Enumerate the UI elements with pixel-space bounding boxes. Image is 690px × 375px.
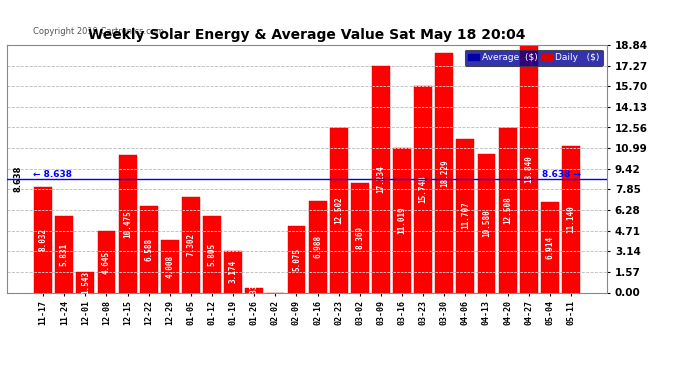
Text: 18.840: 18.840 bbox=[524, 155, 533, 183]
Text: 8.638 →: 8.638 → bbox=[542, 170, 582, 179]
Bar bbox=[520, 45, 538, 292]
Bar bbox=[414, 86, 432, 292]
Title: Weekly Solar Energy & Average Value Sat May 18 20:04: Weekly Solar Energy & Average Value Sat … bbox=[88, 28, 526, 42]
Bar bbox=[161, 240, 179, 292]
Text: 5.075: 5.075 bbox=[292, 248, 301, 271]
Text: 12.508: 12.508 bbox=[503, 196, 512, 224]
Bar bbox=[140, 206, 158, 292]
Text: 6.988: 6.988 bbox=[313, 235, 322, 258]
Text: 4.008: 4.008 bbox=[166, 255, 175, 278]
Bar bbox=[330, 128, 348, 292]
Bar bbox=[351, 183, 368, 292]
Bar bbox=[203, 216, 221, 292]
Text: 8.638: 8.638 bbox=[13, 166, 22, 192]
Text: 15.748: 15.748 bbox=[419, 175, 428, 203]
Text: 8.369: 8.369 bbox=[355, 226, 364, 249]
Bar bbox=[34, 187, 52, 292]
Text: 6.914: 6.914 bbox=[545, 236, 554, 259]
Text: 3.174: 3.174 bbox=[228, 260, 237, 283]
Text: 1.543: 1.543 bbox=[81, 271, 90, 294]
Text: 17.234: 17.234 bbox=[377, 165, 386, 193]
Text: 11.707: 11.707 bbox=[461, 202, 470, 229]
Text: 10.475: 10.475 bbox=[123, 210, 132, 238]
Text: 10.580: 10.580 bbox=[482, 209, 491, 237]
Bar bbox=[435, 53, 453, 292]
Bar bbox=[372, 66, 390, 292]
Bar bbox=[224, 251, 242, 292]
Bar bbox=[119, 155, 137, 292]
Bar bbox=[456, 139, 474, 292]
Bar bbox=[288, 226, 306, 292]
Bar bbox=[477, 153, 495, 292]
Text: 7.302: 7.302 bbox=[186, 233, 195, 256]
Text: Copyright 2019 Cartronics.com: Copyright 2019 Cartronics.com bbox=[32, 27, 164, 36]
Text: 12.502: 12.502 bbox=[334, 196, 343, 224]
Bar bbox=[246, 288, 264, 292]
Bar bbox=[499, 128, 517, 292]
Text: 11.019: 11.019 bbox=[397, 206, 406, 234]
Bar bbox=[541, 202, 559, 292]
Legend: Average  ($), Daily   ($): Average ($), Daily ($) bbox=[464, 50, 602, 66]
Bar bbox=[55, 216, 73, 292]
Text: 4.645: 4.645 bbox=[102, 251, 111, 273]
Bar bbox=[182, 196, 200, 292]
Bar bbox=[308, 201, 326, 292]
Text: 18.229: 18.229 bbox=[440, 159, 449, 187]
Text: 5.805: 5.805 bbox=[208, 243, 217, 266]
Bar bbox=[77, 272, 95, 292]
Bar bbox=[393, 148, 411, 292]
Bar bbox=[562, 146, 580, 292]
Text: 8.032: 8.032 bbox=[39, 228, 48, 251]
Text: 0.332: 0.332 bbox=[250, 279, 259, 302]
Text: ← 8.638: ← 8.638 bbox=[32, 170, 72, 179]
Text: 6.588: 6.588 bbox=[144, 238, 153, 261]
Text: 5.831: 5.831 bbox=[60, 243, 69, 266]
Bar bbox=[97, 231, 115, 292]
Text: 11.140: 11.140 bbox=[566, 206, 575, 233]
